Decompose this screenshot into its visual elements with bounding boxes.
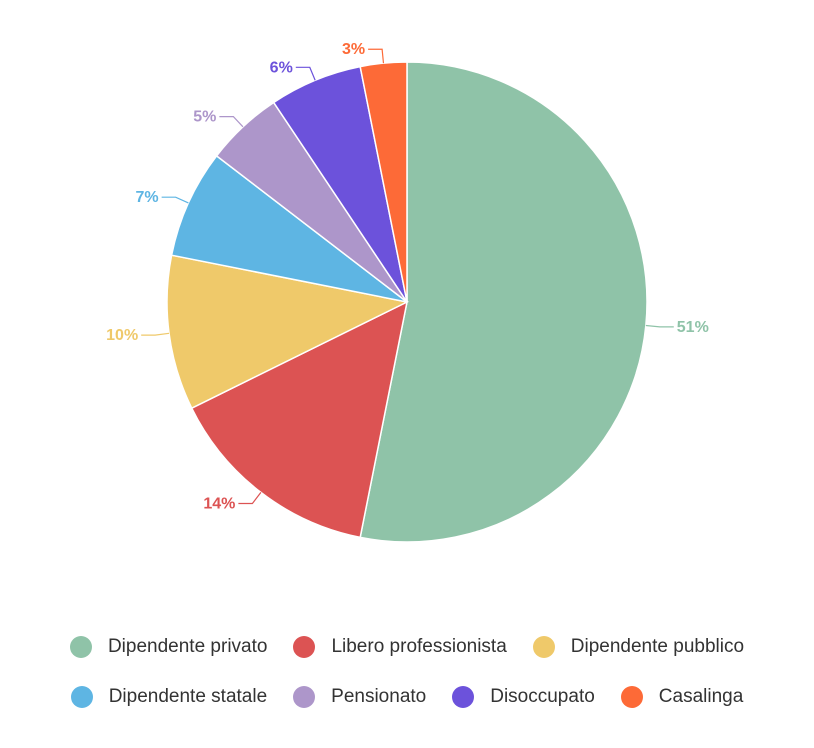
label-connector-dipendente-privato bbox=[645, 324, 674, 328]
pie-slice-libero-professionista[interactable] bbox=[190, 300, 409, 539]
pie-slice-dipendente-statale[interactable] bbox=[170, 154, 408, 303]
label-connector-casalinga bbox=[368, 48, 385, 64]
pie-slice-dipendente-pubblico[interactable] bbox=[166, 254, 410, 410]
label-connector-dipendente-statale bbox=[161, 196, 189, 204]
data-label-casalinga: 3% bbox=[342, 41, 365, 58]
label-connector-libero-professionista bbox=[238, 492, 262, 505]
legend-label: Dipendente privato bbox=[107, 636, 268, 657]
legend-label: Disoccupato bbox=[490, 686, 595, 707]
data-label-dipendente-statale: 7% bbox=[136, 189, 159, 206]
label-connector-dipendente-pubblico bbox=[141, 332, 170, 336]
legend-swatch-icon bbox=[293, 686, 316, 708]
legend-item-casalinga[interactable]: Casalinga bbox=[620, 686, 744, 708]
data-label-pensionato: 5% bbox=[193, 109, 216, 126]
data-label-dipendente-privato: 51% bbox=[677, 319, 709, 336]
legend-item-disoccupato[interactable]: Disoccupato bbox=[452, 686, 595, 708]
legend-item-dipendente-pubblico[interactable]: Dipendente pubblico bbox=[532, 636, 745, 658]
legend-item-libero-professionista[interactable]: Libero professionista bbox=[293, 636, 507, 658]
legend-label: Pensionato bbox=[331, 686, 427, 707]
legend-swatch-icon bbox=[620, 686, 643, 708]
legend-swatch-icon bbox=[69, 636, 92, 658]
legend-swatch-icon bbox=[452, 686, 475, 708]
pie-slice-dipendente-privato[interactable] bbox=[359, 61, 648, 543]
pie-chart-svg: 51% 14% 10% 7% 5% 6% 3% bbox=[106, 41, 709, 543]
data-label-dipendente-pubblico: 10% bbox=[106, 327, 138, 344]
legend-label: Dipendente pubblico bbox=[570, 636, 745, 657]
legend-item-pensionato[interactable]: Pensionato bbox=[293, 686, 426, 708]
data-label-libero-professionista: 14% bbox=[203, 496, 235, 513]
pie-chart: 51% 14% 10% 7% 5% 6% 3% bbox=[106, 41, 709, 543]
legend-swatch-icon bbox=[70, 686, 93, 708]
data-label-disoccupato: 6% bbox=[270, 59, 293, 76]
legend-row-1: Dipendente privato Libero professionista D… bbox=[0, 636, 814, 658]
legend-item-dipendente-privato[interactable]: Dipendente privato bbox=[69, 636, 268, 658]
label-connector-disoccupato bbox=[295, 66, 316, 81]
legend-swatch-icon bbox=[293, 636, 316, 658]
legend-label: Libero professionista bbox=[331, 636, 507, 657]
legend-label: Casalinga bbox=[658, 686, 744, 707]
legend-swatch-icon bbox=[532, 636, 555, 658]
legend-row-2: Dipendente statale Pensionato Disoccupato C… bbox=[0, 686, 814, 708]
legend-label: Dipendente statale bbox=[108, 686, 268, 707]
label-connector-pensionato bbox=[219, 116, 244, 128]
legend-item-dipendente-statale[interactable]: Dipendente statale bbox=[70, 686, 268, 708]
